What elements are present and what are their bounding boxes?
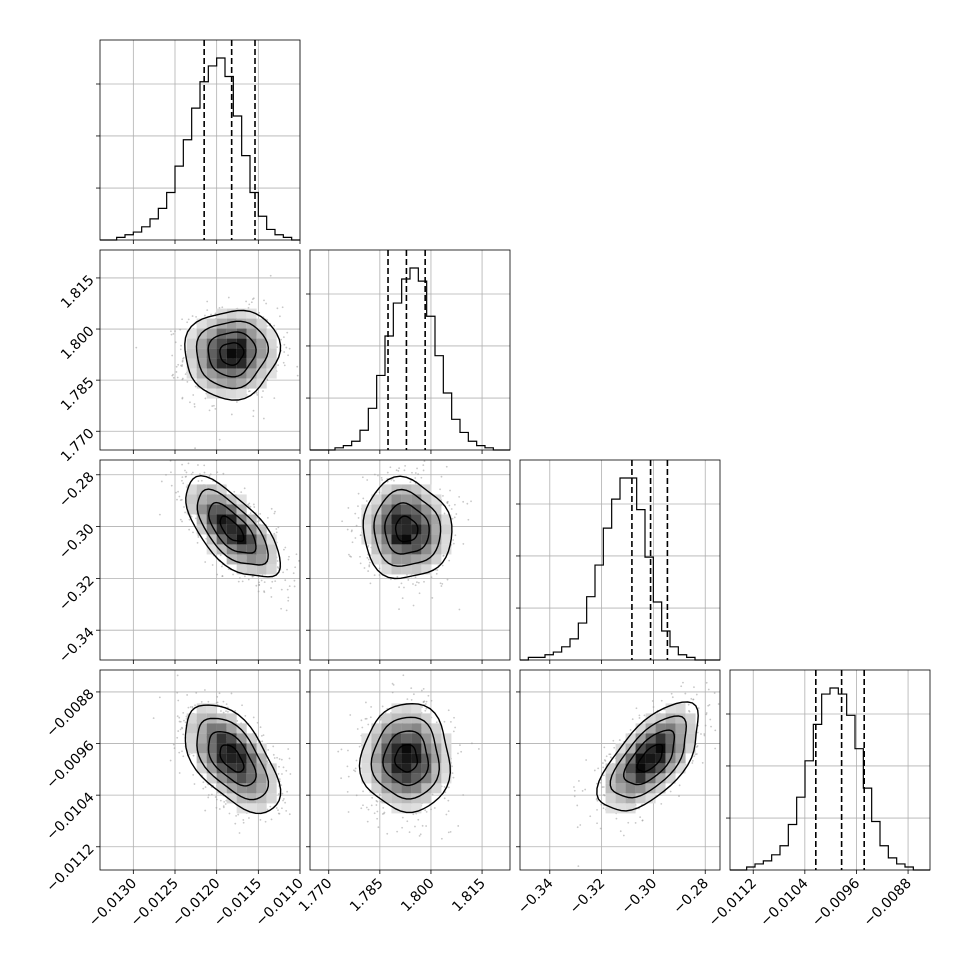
panel-frame [729,669,931,871]
contour-line [185,474,282,578]
x-tick-label: 1.800 [398,876,438,916]
scatter-panel-2-1 [309,459,511,661]
density-cells [186,484,277,575]
x-tick-label: −0.0112 [706,876,760,930]
contour-line [370,716,441,800]
y-tick-label: −0.30 [56,521,98,563]
contour-line [382,730,430,787]
ticks-3-1 [306,691,483,874]
histogram-panel-2 [516,459,721,661]
scatter-panel-2-0 [99,459,301,661]
x-tick-label: 1.815 [449,876,489,916]
contour-line [609,715,688,799]
contour-line [393,743,419,773]
scatter-panel-3-2 [519,669,721,871]
contour-line [207,501,257,554]
x-tick-label: −0.0104 [757,875,811,929]
panel-frame [519,459,721,661]
panel-frame [99,669,301,871]
y-tick-label: −0.0104 [43,789,97,843]
contour-line [384,502,430,555]
x-tick-label: −0.0088 [861,876,915,930]
contour-line [636,743,664,773]
contour-line [196,717,270,801]
y-tick-label: 1.815 [58,272,98,312]
panel-frame [99,459,301,661]
ticks-1-1 [328,450,483,454]
panel-frame [99,39,301,241]
scatter-panel-3-1 [309,669,511,871]
contour-line [394,515,419,543]
histogram-panel-0 [96,39,301,241]
y-tick-label: −0.32 [56,573,98,615]
x-tick-label: −0.32 [567,876,609,918]
contour-line [358,702,452,814]
y-tick-label: 1.800 [58,323,98,363]
x-tick-label: 1.770 [296,876,336,916]
histogram-panel-1 [306,249,511,451]
scatter-panel-3-0 [99,669,301,871]
y-tick-label: −0.28 [56,469,98,511]
contour-line [219,744,245,773]
histogram-step-line [100,57,300,241]
density-cells [361,484,452,575]
ticks-2-1 [306,474,483,664]
contour-line [596,701,699,812]
x-tick-label: −0.34 [515,875,557,917]
x-tick-label: 1.785 [347,876,387,916]
y-tick-label: 1.770 [58,426,98,466]
ticks-3-0 [96,691,301,874]
density-cells [605,703,696,814]
contour-line [362,475,453,580]
contour-line [373,488,442,567]
ticks-2-2 [549,660,706,664]
x-tick-label: −0.30 [619,876,661,918]
ticks-2-0 [96,474,301,664]
contour-line [207,730,257,787]
histogram-panel-3 [726,669,931,871]
panel-frame [99,249,301,451]
panel-frame [309,249,511,451]
panel-frame [309,459,511,661]
contour-line [219,342,245,366]
x-tick-label: −0.28 [670,876,712,918]
ticks-3-2 [516,691,706,874]
contour-line [196,488,269,566]
ticks-1-0 [96,277,301,454]
ticks-3-3 [752,870,909,874]
contour-line [207,331,257,378]
density-cells [186,703,277,814]
y-tick-label: 1.785 [58,374,98,414]
y-tick-label: −0.0088 [43,686,97,740]
y-tick-label: −0.0112 [43,841,97,895]
contour-line [622,729,676,786]
histogram-step-line [310,267,510,451]
contour-line [195,320,270,390]
panel-frame [519,669,721,871]
y-tick-label: −0.34 [56,624,98,666]
scatter-panel-1-0 [99,249,301,451]
ticks-0-0 [132,240,301,244]
histogram-step-line [520,477,720,661]
contour-line [184,309,282,401]
contour-line [184,704,282,815]
histogram-step-line [730,687,930,871]
y-tick-label: −0.0096 [43,738,97,792]
panel-frame [309,669,511,871]
x-tick-label: −0.0096 [809,875,863,929]
contour-line [219,515,245,543]
